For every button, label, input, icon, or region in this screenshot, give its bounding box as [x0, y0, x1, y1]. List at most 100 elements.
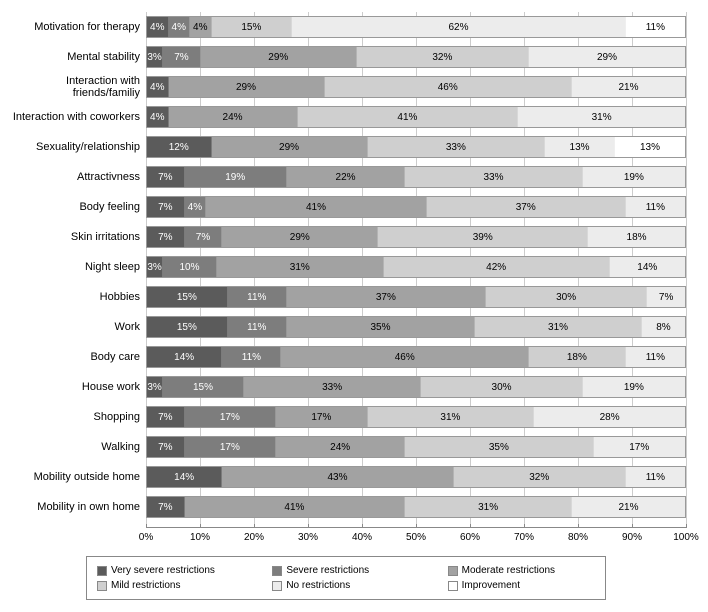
bar-track: 7%17%17%31%28%: [146, 406, 686, 428]
legend-label: Improvement: [462, 580, 520, 591]
percent-sign: %: [635, 382, 644, 393]
bar-segment-moderate: 29%: [222, 227, 378, 247]
bar-segment-very_severe: 12%: [147, 137, 212, 157]
chart-row: Skin irritations7%7%29%39%18%: [146, 222, 686, 252]
percent-sign: %: [258, 292, 267, 303]
grid-line: [686, 12, 687, 527]
chart-row: Sexuality/relationship12%29%33%13%13%: [146, 132, 686, 162]
bar-segment-very_severe: 3%: [147, 257, 163, 277]
bar-segment-moderate: 29%: [169, 77, 325, 97]
bar-segment-severe: 19%: [185, 167, 287, 187]
segment-value: 31: [592, 112, 603, 123]
segment-value: 13: [570, 142, 581, 153]
bar-segment-mild: 33%: [405, 167, 583, 187]
bar-segment-none: 13%: [545, 137, 615, 157]
bar-segment-severe: 7%: [163, 47, 201, 67]
legend-item: No restrictions: [272, 580, 419, 591]
bar-track: 12%29%33%13%13%: [146, 136, 686, 158]
plot-area: Motivation for therapy4%4%4%15%62%11%Men…: [146, 12, 686, 528]
percent-sign: %: [164, 442, 173, 453]
bar-segment-very_severe: 14%: [147, 467, 222, 487]
bar-segment-none: 14%: [610, 257, 685, 277]
percent-sign: %: [301, 262, 310, 273]
bar-track: 7%4%41%37%11%: [146, 196, 686, 218]
row-label: Night sleep: [6, 261, 146, 273]
x-tick-mark: [200, 524, 201, 528]
segment-value: 13: [640, 142, 651, 153]
percent-sign: %: [540, 472, 549, 483]
percent-sign: %: [296, 502, 305, 513]
bar-segment-mild: 42%: [384, 257, 610, 277]
bar-segment-severe: 11%: [228, 317, 287, 337]
row-label: Motivation for therapy: [6, 21, 146, 33]
segment-value: 11: [242, 352, 252, 363]
bar-track: 3%7%29%32%29%: [146, 46, 686, 68]
percent-sign: %: [559, 322, 568, 333]
percent-sign: %: [651, 142, 660, 153]
segment-value: 12: [169, 142, 180, 153]
bar-segment-none: 29%: [529, 47, 685, 67]
percent-sign: %: [185, 352, 194, 363]
segment-value: 41: [306, 202, 317, 213]
bar-segment-very_severe: 15%: [147, 287, 228, 307]
percent-sign: %: [341, 442, 350, 453]
segment-value: 28: [600, 412, 611, 423]
bar-segment-very_severe: 4%: [147, 107, 169, 127]
x-tick-mark: [308, 524, 309, 528]
bar-track: 3%10%31%42%14%: [146, 256, 686, 278]
legend: Very severe restrictionsSevere restricti…: [86, 556, 606, 600]
segment-value: 22: [336, 172, 347, 183]
chart-row: Attractivness7%19%22%33%19%: [146, 162, 686, 192]
bar-segment-moderate: 37%: [287, 287, 486, 307]
row-label: Work: [6, 321, 146, 333]
row-label: Hobbies: [6, 291, 146, 303]
segment-value: 31: [290, 262, 301, 273]
percent-sign: %: [656, 202, 665, 213]
percent-sign: %: [449, 82, 458, 93]
segment-value: 33: [446, 142, 457, 153]
bar-segment-very_severe: 4%: [147, 17, 169, 37]
legend-row: Very severe restrictionsSevere restricti…: [97, 563, 595, 578]
bar-segment-moderate: 31%: [217, 257, 384, 277]
segment-value: 17: [629, 442, 640, 453]
percent-sign: %: [387, 292, 396, 303]
bar-segment-none: 19%: [583, 167, 685, 187]
x-axis: 0%10%20%30%40%50%60%70%80%90%100%: [146, 528, 686, 548]
legend-item: Mild restrictions: [97, 580, 244, 591]
percent-sign: %: [301, 232, 310, 243]
percent-sign: %: [495, 172, 504, 183]
percent-sign: %: [231, 442, 240, 453]
percent-sign: %: [258, 322, 267, 333]
percent-sign: %: [156, 22, 165, 33]
segment-value: 14: [637, 262, 648, 273]
bar-segment-severe: 10%: [163, 257, 217, 277]
percent-sign: %: [500, 442, 509, 453]
bar-segment-severe: 17%: [185, 407, 276, 427]
bar-segment-moderate: 4%: [190, 17, 212, 37]
x-tick-mark: [632, 524, 633, 528]
bar-track: 4%24%41%31%: [146, 106, 686, 128]
percent-sign: %: [503, 382, 512, 393]
segment-value: 41: [397, 112, 408, 123]
percent-sign: %: [180, 142, 189, 153]
percent-sign: %: [164, 232, 173, 243]
segment-value: 17: [311, 412, 322, 423]
bar-segment-mild: 30%: [486, 287, 647, 307]
bar-segment-severe: 7%: [185, 227, 223, 247]
segment-value: 30: [492, 382, 503, 393]
x-tick-mark: [146, 524, 147, 528]
bar-segment-severe: 17%: [185, 437, 276, 457]
chart-row: Interaction with friends/familiy4%29%46%…: [146, 72, 686, 102]
bar-segment-moderate: 17%: [276, 407, 367, 427]
percent-sign: %: [188, 292, 197, 303]
bar-segment-mild: 37%: [427, 197, 626, 217]
legend-item: Severe restrictions: [272, 565, 419, 576]
percent-sign: %: [457, 142, 466, 153]
segment-value: 15: [241, 22, 252, 33]
legend-item: Improvement: [448, 580, 595, 591]
segment-value: 17: [220, 442, 231, 453]
bar-segment-mild: 31%: [475, 317, 642, 337]
x-tick-label: 50%: [406, 532, 426, 543]
percent-sign: %: [409, 112, 418, 123]
legend-item: Moderate restrictions: [448, 565, 595, 576]
